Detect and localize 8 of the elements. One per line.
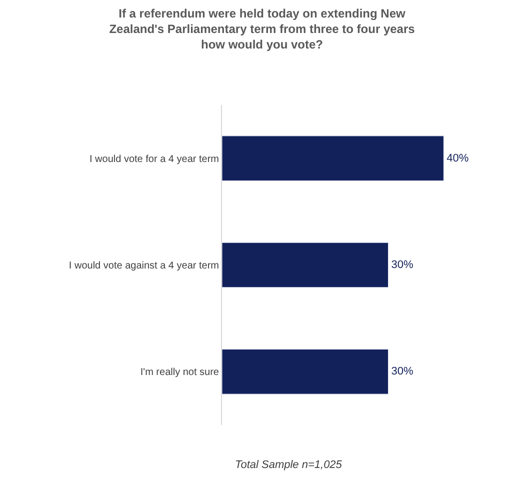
data-label: 40% (446, 152, 469, 164)
text: Total Sample n=1,025 (235, 459, 343, 471)
y-tick-label: I'm really not sure (140, 367, 220, 378)
chart-title: If a referendum were held today on extending New Zealand's Parliamentary term from three to four years how would you vote? (109, 6, 416, 52)
y-tick-label: I would vote for a 4 year term (89, 154, 219, 165)
data-label: 30% (391, 259, 414, 271)
y-tick-label: I would vote against a 4 year term (68, 260, 219, 272)
data-label: 30% (391, 366, 414, 378)
